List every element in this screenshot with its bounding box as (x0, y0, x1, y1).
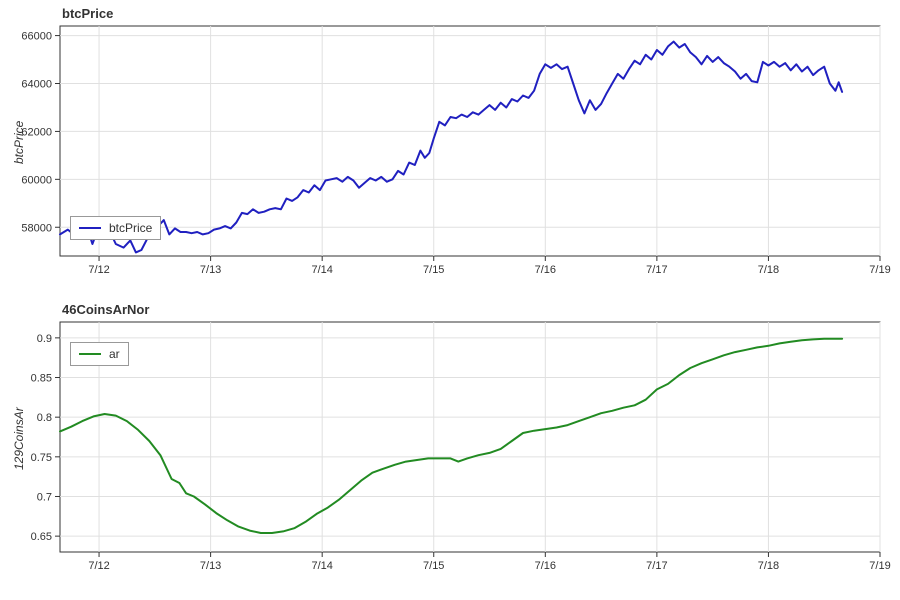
top-chart-title: btcPrice (62, 6, 113, 21)
svg-text:0.85: 0.85 (31, 373, 52, 385)
svg-text:7/15: 7/15 (423, 264, 444, 276)
top-chart-ylabel: btcPrice (12, 121, 26, 164)
legend-label: btcPrice (109, 221, 152, 235)
legend-label: ar (109, 347, 120, 361)
svg-text:7/12: 7/12 (88, 560, 109, 572)
svg-text:7/15: 7/15 (423, 560, 444, 572)
svg-text:0.9: 0.9 (37, 333, 52, 345)
svg-text:7/17: 7/17 (646, 264, 667, 276)
svg-text:7/12: 7/12 (88, 264, 109, 276)
bottom-chart-ylabel: 129CoinsAr (12, 407, 26, 470)
svg-text:7/13: 7/13 (200, 560, 221, 572)
legend-swatch-icon (79, 227, 101, 229)
svg-text:7/18: 7/18 (758, 264, 779, 276)
svg-text:0.8: 0.8 (37, 412, 52, 424)
svg-text:7/14: 7/14 (311, 264, 332, 276)
svg-text:7/18: 7/18 (758, 560, 779, 572)
svg-text:7/14: 7/14 (311, 560, 332, 572)
svg-text:7/16: 7/16 (535, 560, 556, 572)
svg-text:7/17: 7/17 (646, 560, 667, 572)
svg-text:0.75: 0.75 (31, 452, 52, 464)
svg-text:7/13: 7/13 (200, 264, 221, 276)
bottom-chart-title: 46CoinsArNor (62, 302, 149, 317)
legend-swatch-icon (79, 353, 101, 355)
chart-container: { "layout": { "width": 900, "height": 60… (0, 0, 900, 600)
top-chart-panel: btcPrice btcPrice 7/127/137/147/157/167/… (0, 4, 900, 300)
svg-text:7/16: 7/16 (535, 264, 556, 276)
bottom-chart-panel: 46CoinsArNor 129CoinsAr 7/12 7/13 7/14 7/15… (0, 300, 900, 596)
svg-text:0.65: 0.65 (31, 531, 52, 543)
bottom-chart-svg: 7/12 7/13 7/14 7/15 7/16 7/17 7/18 7/19 0.65 0.7 0… (0, 300, 900, 596)
svg-text:64000: 64000 (21, 79, 52, 91)
svg-text:60000: 60000 (21, 174, 52, 186)
bottom-chart-legend: ar (70, 342, 129, 366)
svg-text:7/19: 7/19 (869, 560, 890, 572)
svg-text:7/19: 7/19 (869, 264, 890, 276)
top-chart-legend: btcPrice (70, 216, 161, 240)
svg-text:66000: 66000 (21, 31, 52, 43)
top-chart-svg: 7/12 7/13 7/14 7/15 7/16 7/17 7/18 7/19 58000 600… (0, 4, 900, 300)
svg-text:0.7: 0.7 (37, 491, 52, 503)
svg-text:58000: 58000 (21, 222, 52, 234)
